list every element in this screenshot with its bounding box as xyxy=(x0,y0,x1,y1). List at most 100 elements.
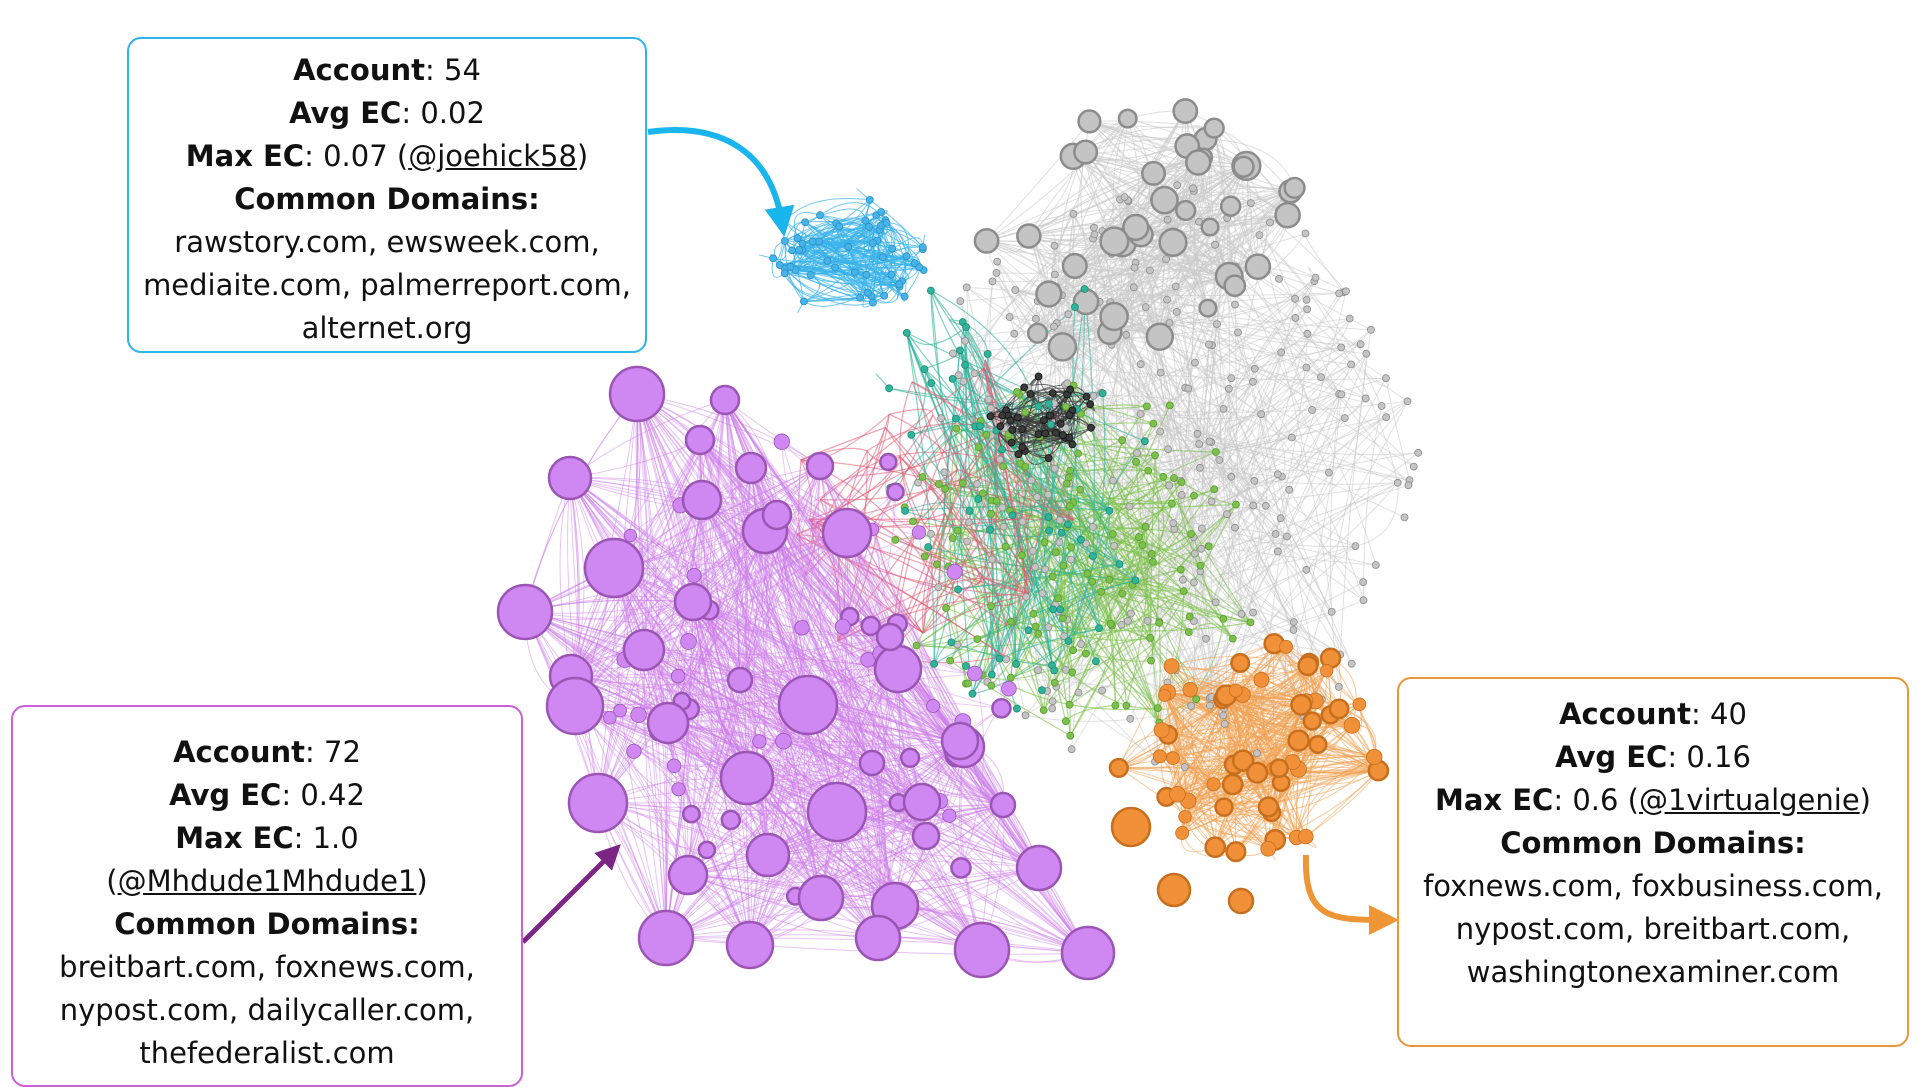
green-node xyxy=(1032,623,1039,630)
green-node xyxy=(959,480,966,487)
purple-node xyxy=(686,426,714,454)
orange-node xyxy=(1280,640,1293,653)
annotation-box-orange-cluster: Account: 40 Avg EC: 0.16 Max EC: 0.6 (@1… xyxy=(1397,677,1909,1047)
green-node xyxy=(1075,450,1082,457)
orange-node xyxy=(1183,682,1198,697)
dark-node xyxy=(1045,455,1052,462)
green-node xyxy=(1171,475,1178,482)
gray-node xyxy=(1196,441,1203,448)
teal-node xyxy=(1099,390,1106,397)
blue-node xyxy=(901,293,908,300)
account-value: : 72 xyxy=(305,735,361,769)
blue-node xyxy=(883,219,890,226)
green-node xyxy=(1066,701,1073,708)
gray-node xyxy=(1019,518,1026,525)
teal-node xyxy=(1025,627,1032,634)
dark-node xyxy=(997,423,1004,430)
purple-node xyxy=(727,922,773,968)
gray-node xyxy=(1165,446,1172,453)
purple-node xyxy=(671,669,685,683)
domains-line: alternet.org xyxy=(129,307,645,350)
gray-node xyxy=(1302,230,1309,237)
teal-node xyxy=(1089,553,1096,560)
orange-node xyxy=(1231,654,1249,672)
gray-node xyxy=(1338,391,1345,398)
gray-node xyxy=(1346,315,1353,322)
blue-node xyxy=(869,299,876,306)
gray-node xyxy=(1142,162,1165,185)
gray-node xyxy=(1303,364,1310,371)
avg-ec-label: Avg EC xyxy=(1555,740,1667,774)
dark-node xyxy=(1014,414,1021,421)
purple-node xyxy=(569,774,627,832)
gray-node xyxy=(1032,315,1039,322)
teal-node xyxy=(962,362,969,369)
domains-line: washingtonexaminer.com xyxy=(1399,951,1907,994)
green-node xyxy=(1051,679,1058,686)
teal-node xyxy=(1132,577,1139,584)
orange-node xyxy=(1229,684,1242,697)
dark-node xyxy=(987,413,994,420)
teal-node xyxy=(975,496,982,503)
gray-node xyxy=(1212,599,1219,606)
gray-node xyxy=(1022,712,1029,719)
gray-node xyxy=(1063,254,1087,278)
teal-node xyxy=(952,415,959,422)
gray-node xyxy=(1070,210,1077,217)
gray-node xyxy=(1172,283,1179,290)
blue-node xyxy=(776,262,783,269)
blue-node xyxy=(817,212,824,219)
gray-node xyxy=(1221,197,1240,216)
gray-node xyxy=(1221,720,1228,727)
purple-node xyxy=(585,539,643,597)
gray-node xyxy=(1348,361,1355,368)
avg-ec-value: : 0.02 xyxy=(401,96,485,130)
gray-node xyxy=(1410,463,1417,470)
max-ec-handle: @Mhdude1Mhdude1 xyxy=(118,864,417,898)
account-label: Account xyxy=(173,735,305,769)
gray-node xyxy=(1198,545,1205,552)
purple-node xyxy=(913,823,939,849)
gray-node xyxy=(1304,306,1311,313)
avg-ec-label: Avg EC xyxy=(169,778,281,812)
green-node xyxy=(1193,696,1200,703)
purple-node xyxy=(795,621,810,636)
common-domains-label: Common Domains: xyxy=(129,178,645,221)
green-node xyxy=(942,485,949,492)
orange-node xyxy=(1367,749,1382,764)
gray-node xyxy=(1415,449,1422,456)
green-node xyxy=(919,474,926,481)
teal-node xyxy=(963,324,970,331)
gray-node xyxy=(1251,477,1258,484)
gray-node xyxy=(1075,689,1082,696)
gray-node xyxy=(985,396,992,403)
green-node xyxy=(921,553,928,560)
purple-node xyxy=(549,457,591,499)
gray-node xyxy=(1250,609,1257,616)
dark-node xyxy=(1035,373,1042,380)
orange-node xyxy=(1298,829,1313,844)
teal-node xyxy=(988,671,995,678)
blue-node xyxy=(879,254,886,261)
green-node xyxy=(1145,467,1152,474)
green-node xyxy=(1063,480,1070,487)
gray-node xyxy=(1382,375,1389,382)
gray-node xyxy=(1246,255,1270,279)
gray-node xyxy=(1049,698,1056,705)
dark-node xyxy=(1049,390,1056,397)
green-node xyxy=(1148,550,1155,557)
gray-node xyxy=(1056,517,1063,524)
gray-node xyxy=(1028,324,1047,343)
gray-node xyxy=(1179,576,1186,583)
account-label: Account xyxy=(1559,697,1691,731)
gray-node xyxy=(1003,656,1010,663)
dark-node xyxy=(1042,430,1049,437)
green-node xyxy=(1197,562,1204,569)
gray-node xyxy=(1134,450,1141,457)
gray-node xyxy=(957,298,964,305)
blue-node xyxy=(807,272,814,279)
gray-node xyxy=(1127,610,1134,617)
green-node xyxy=(1186,613,1193,620)
gray-node xyxy=(1401,514,1408,521)
arrow-purple xyxy=(523,853,612,942)
